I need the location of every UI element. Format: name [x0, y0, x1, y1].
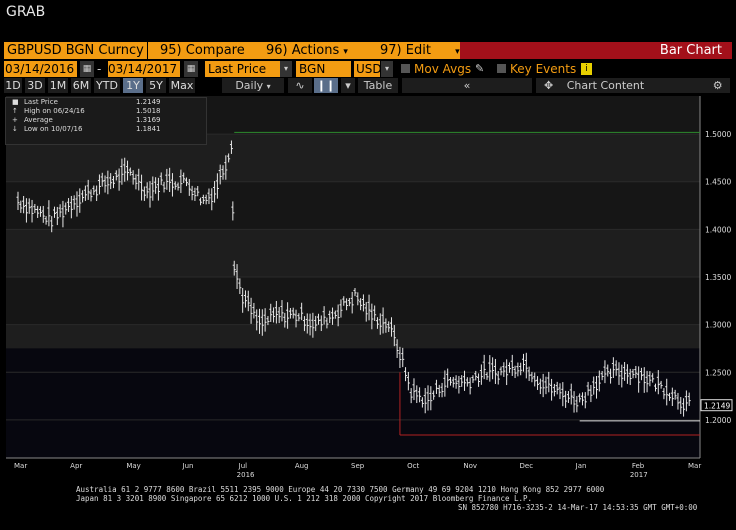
edit-button[interactable]: 97) Edit ▾: [356, 42, 482, 59]
x-tick-label: Mar: [688, 462, 701, 470]
x-tick-label: Sep: [351, 462, 365, 470]
frequency-label: Daily: [235, 79, 264, 92]
year-label: 2016: [237, 471, 255, 478]
period-5y[interactable]: 5Y: [146, 78, 166, 93]
x-tick-label: Dec: [520, 462, 534, 470]
legend-item: + Average 1.3169: [6, 116, 206, 125]
dropdown-icon[interactable]: ▾: [381, 61, 393, 77]
x-tick-label: May: [126, 462, 140, 470]
key-events-label[interactable]: Key Events: [510, 62, 577, 76]
background-band: [6, 181, 700, 230]
crosshair-icon: ✥: [544, 79, 554, 92]
bar-style-icon[interactable]: ❙❙: [314, 78, 338, 93]
pencil-icon[interactable]: ✎: [475, 62, 485, 75]
background-band: [6, 277, 700, 325]
calendar-icon[interactable]: ▦: [80, 61, 94, 77]
period-max[interactable]: Max: [169, 78, 195, 93]
source-input[interactable]: BGN: [296, 61, 351, 77]
caret-down-icon: ▾: [343, 47, 348, 57]
background-band: [6, 348, 700, 458]
date-separator: -: [97, 62, 102, 76]
chart-content-label: Chart Content: [566, 79, 645, 92]
period-3d[interactable]: 3D: [25, 78, 45, 93]
dropdown-icon[interactable]: ▾: [280, 61, 292, 77]
x-tick-label: Jun: [182, 462, 194, 470]
y-tick-label: 1.2000: [705, 416, 731, 425]
caret-down-icon: ▾: [266, 82, 271, 91]
year-label: 2017: [630, 471, 648, 478]
legend-value: 1.2149: [136, 98, 161, 106]
info-icon[interactable]: i: [581, 63, 592, 75]
period-1m[interactable]: 1M: [48, 78, 68, 93]
background-band: [6, 229, 700, 277]
legend-value: 1.5018: [136, 107, 161, 115]
legend-item: ■ Last Price 1.2149: [6, 98, 206, 107]
period-1d[interactable]: 1D: [4, 78, 22, 93]
chart-type-label[interactable]: Bar Chart: [460, 42, 732, 59]
gear-icon: ⚙: [712, 79, 723, 92]
y-tick-label: 1.4000: [705, 225, 731, 234]
footer-contacts-2: Japan 81 3 3201 8900 Singapore 65 6212 1…: [76, 494, 533, 503]
legend-marker-icon: ■: [12, 98, 19, 106]
legend-label: Average: [24, 116, 53, 124]
calendar-icon[interactable]: ▦: [184, 61, 198, 77]
background-band: [6, 324, 700, 349]
legend-marker-icon: ↓: [12, 125, 18, 133]
legend-value: 1.3169: [136, 116, 161, 124]
y-tick-label: 1.5000: [705, 130, 731, 139]
footer-contacts-1: Australia 61 2 9777 8600 Brazil 5511 239…: [76, 485, 605, 494]
chart-content-button[interactable]: ✥ Chart Content ⚙: [536, 78, 730, 93]
collapse-icon[interactable]: «: [402, 78, 532, 93]
footer: Australia 61 2 9777 8600 Brazil 5511 239…: [0, 485, 736, 512]
price-chart[interactable]: 1.5000 1.4500 1.4000 1.3500 1.3000 1.2500 1.20…: [0, 94, 736, 478]
compare-button[interactable]: 95) Compare: [148, 42, 270, 59]
line-chart-icon[interactable]: ∿: [288, 78, 312, 93]
field-select[interactable]: Last Price: [205, 61, 280, 77]
start-date-input[interactable]: 03/14/2016: [4, 61, 77, 77]
footer-session: SN 852780 H716-3235-2 14-Mar-17 14:53:35…: [458, 503, 698, 512]
mov-avgs-label[interactable]: Mov Avgs: [414, 62, 472, 76]
y-tick-label: 1.3000: [705, 321, 731, 330]
actions-label: 96) Actions: [266, 43, 340, 58]
y-tick-label: 1.4500: [705, 178, 731, 187]
x-tick-label: Aug: [295, 462, 309, 470]
edit-label: 97) Edit: [380, 43, 431, 58]
caret-down-icon[interactable]: ▾: [341, 78, 355, 93]
legend-value: 1.1841: [136, 125, 161, 133]
x-tick-label: Feb: [632, 462, 645, 470]
y-tick-label: 1.2500: [705, 368, 731, 377]
window-title: GRAB: [6, 4, 46, 20]
legend-marker-icon: ↑: [12, 107, 18, 115]
legend-marker-icon: +: [12, 116, 18, 124]
table-button[interactable]: Table: [358, 78, 398, 93]
x-tick-label: Nov: [463, 462, 477, 470]
x-tick-label: Apr: [70, 462, 82, 470]
legend-item: ↓ Low on 10/07/16 1.1841: [6, 125, 206, 134]
caret-down-icon: ▾: [455, 47, 460, 57]
key-events-checkbox[interactable]: [497, 64, 506, 73]
mov-avgs-checkbox[interactable]: [401, 64, 410, 73]
period-1y[interactable]: 1Y: [123, 78, 143, 93]
legend-item: ↑ High on 06/24/16 1.5018: [6, 107, 206, 116]
legend-label: Low on 10/07/16: [24, 125, 83, 133]
period-6m[interactable]: 6M: [71, 78, 91, 93]
last-price-label: 1.2149: [704, 402, 730, 411]
end-date-input[interactable]: 03/14/2017: [108, 61, 180, 77]
x-tick-label: Jan: [575, 462, 587, 470]
period-ytd[interactable]: YTD: [94, 78, 120, 93]
last-price-label-box: [700, 399, 733, 412]
legend-label: Last Price: [24, 98, 58, 106]
legend-label: High on 06/24/16: [24, 107, 85, 115]
currency-input[interactable]: USD: [354, 61, 382, 77]
x-tick-label: Oct: [407, 462, 419, 470]
actions-button[interactable]: 96) Actions ▾: [262, 42, 356, 59]
x-tick-label: Jul: [238, 462, 248, 470]
x-tick-label: Mar: [14, 462, 27, 470]
frequency-select[interactable]: Daily ▾: [222, 78, 284, 93]
ticker-field[interactable]: GBPUSD BGN Curncy: [4, 42, 147, 59]
chart-legend: ■ Last Price 1.2149 ↑ High on 06/24/16 1.5018…: [5, 97, 207, 145]
y-tick-label: 1.3500: [705, 273, 731, 282]
